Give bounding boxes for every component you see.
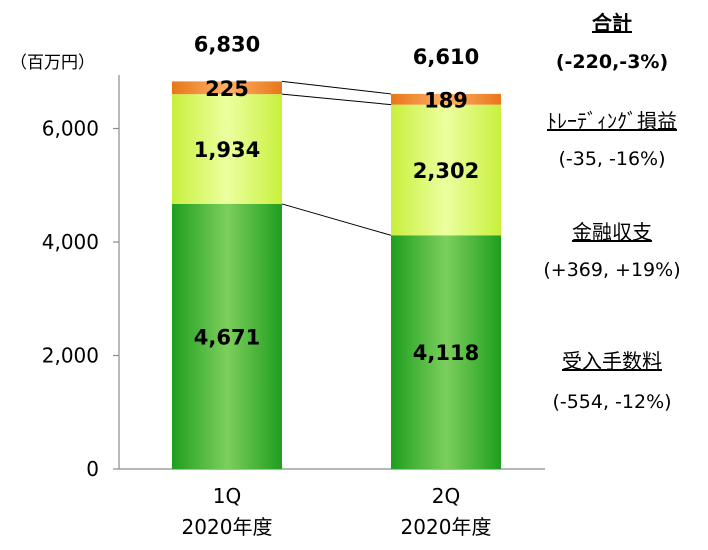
- y-tick-label: 0: [86, 457, 99, 481]
- legend-title: 合計: [592, 11, 632, 35]
- bar-segment: [391, 235, 501, 469]
- data-label: 4,118: [413, 341, 479, 365]
- x-tick-label: 2020年度: [182, 515, 273, 539]
- legend-title: ﾄﾚｰﾃﾞｨﾝｸﾞ損益: [547, 109, 677, 133]
- connector-line: [281, 80, 392, 95]
- legend-change: (-554, -12%): [552, 391, 671, 413]
- x-tick-label: 2Q: [432, 484, 460, 508]
- total-label: 6,830: [194, 32, 260, 56]
- bar-segment: [391, 93, 501, 105]
- connector-line: [281, 93, 392, 106]
- bar-segment: [172, 203, 282, 469]
- labels: 4,671 1,934 225 6,830 1Q 2020年度 4,118 2,302 189 6…: [182, 32, 492, 539]
- data-label: 2,302: [413, 159, 479, 183]
- y-tick-label: 6,000: [42, 117, 99, 141]
- data-label: 225: [205, 77, 249, 101]
- x-tick-label: 2020年度: [401, 515, 492, 539]
- y-tick-label: 2,000: [42, 344, 99, 368]
- data-label: 1,934: [194, 138, 260, 162]
- legend-change: (-35, -16%): [558, 148, 665, 170]
- bar-segment: [391, 104, 501, 236]
- bar-segment: [172, 81, 282, 95]
- data-label: 189: [424, 88, 468, 112]
- bars: [172, 81, 501, 469]
- legend-change: (+369, +19%): [543, 259, 680, 281]
- legend-title: 金融収支: [572, 220, 652, 244]
- bar-segment: [172, 94, 282, 204]
- legend-change: (-220,-3%): [556, 51, 668, 73]
- x-tick-label: 1Q: [213, 484, 241, 508]
- unit-label: （百万円）: [10, 53, 95, 73]
- data-label: 4,671: [194, 325, 260, 349]
- y-tick-label: 4,000: [42, 230, 99, 254]
- legend-title: 受入手数料: [562, 349, 662, 373]
- legend: 合計 (-220,-3%) ﾄﾚｰﾃﾞｨﾝｸﾞ損益 (-35, -16%) 金融収支 (+…: [543, 11, 680, 413]
- connector-line: [281, 203, 392, 236]
- connector-lines: [281, 80, 392, 236]
- total-label: 6,610: [413, 45, 479, 69]
